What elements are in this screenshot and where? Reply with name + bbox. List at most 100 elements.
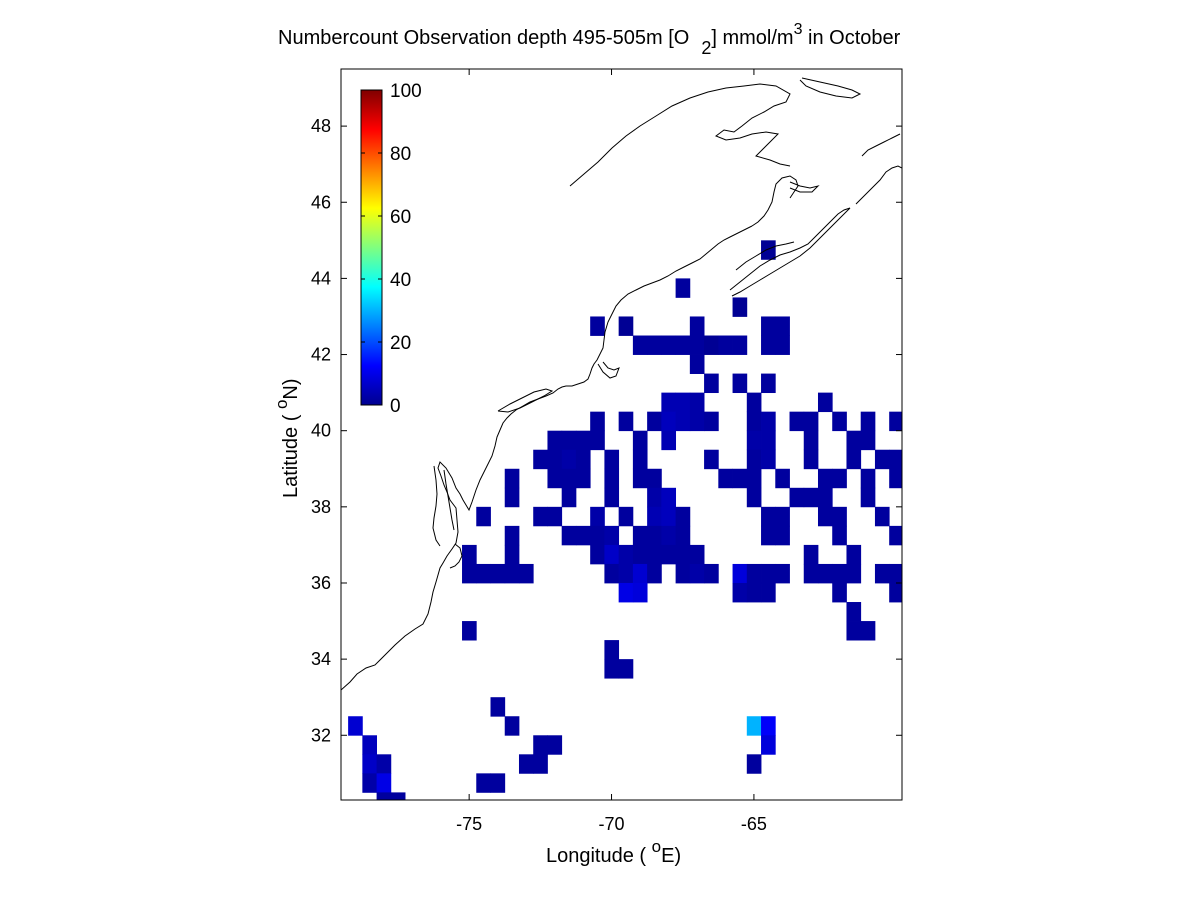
heatmap-cell (689, 411, 705, 432)
heatmap-cell (675, 525, 691, 546)
heatmap-cell (490, 563, 506, 584)
heatmap-cell (547, 735, 563, 755)
heatmap-cell (618, 411, 634, 432)
heatmap-cell (718, 335, 733, 355)
y-tick-label: 42 (311, 345, 331, 365)
heatmap-cell (860, 487, 876, 508)
coastline-newfoundland (861, 133, 901, 157)
y-tick-label: 32 (311, 725, 331, 745)
heatmap-cell (803, 544, 819, 565)
heatmap-cell (647, 525, 662, 546)
heatmap-cell (561, 449, 577, 470)
heatmap-cell (846, 563, 862, 584)
colorbar-tick-label: 40 (390, 270, 411, 291)
heatmap-cell (775, 468, 790, 489)
coastline-cape-cod (597, 361, 620, 379)
heatmap-cell (504, 544, 520, 565)
heatmap-cell (490, 773, 506, 793)
heatmap-cell (846, 621, 862, 641)
heatmap-cell (761, 240, 776, 260)
heatmap-cell (761, 525, 776, 546)
heatmap-cell (889, 411, 902, 432)
heatmap-cell (547, 468, 563, 489)
colorbar-tick-label: 60 (390, 207, 411, 228)
coastline-bay-of-fundy (735, 241, 795, 271)
x-tick-label: -70 (599, 814, 625, 834)
heatmap-cell (647, 411, 662, 432)
heatmap-cell (675, 544, 691, 565)
heatmap-cell (604, 487, 620, 508)
heatmap-cell (618, 582, 634, 603)
heatmap-cell (803, 487, 819, 508)
heatmap-cell (632, 449, 648, 470)
coastline-long-island (497, 388, 554, 413)
y-tick-label: 48 (311, 116, 331, 136)
heatmap-cell (561, 430, 577, 451)
heatmap-cell (732, 373, 748, 394)
heatmap-cell (575, 525, 591, 546)
heatmap-cell (561, 525, 577, 546)
heatmap-cell (575, 449, 591, 470)
heatmap-cell (561, 487, 577, 508)
heatmap-cell (604, 563, 620, 584)
heatmap-cell (746, 411, 762, 432)
y-axis-label-degree: o (272, 400, 291, 409)
heatmap-cell (761, 716, 776, 736)
heatmap-cell (832, 468, 847, 489)
heatmap-cell (761, 582, 776, 603)
y-tick-label: 46 (311, 192, 331, 212)
heatmap-cell (661, 392, 677, 413)
heatmap-cell (746, 487, 762, 508)
heatmap-cell (390, 792, 406, 800)
x-tick-label: -75 (456, 814, 482, 834)
coastline-hatteras (449, 543, 463, 569)
heatmap-cell (476, 773, 491, 793)
heatmap-cell (533, 506, 548, 527)
heatmap-cell (590, 506, 605, 527)
heatmap-cell (590, 411, 605, 432)
x-tick-label: -65 (741, 814, 767, 834)
colorbar-ticks: 0 20 40 60 80 100 (361, 81, 422, 417)
heatmap-cell (704, 335, 719, 355)
heatmap-cell (675, 335, 691, 355)
heatmap-cell (761, 735, 776, 755)
heatmap-cell (632, 335, 648, 355)
heatmap-cell (590, 525, 605, 546)
heatmap-cell (618, 506, 634, 527)
heatmap-cells (348, 240, 902, 800)
colorbar-gradient (360, 89, 383, 406)
title-subscript: 2 (701, 38, 711, 58)
heatmap-cell (632, 582, 648, 603)
heatmap-cell (761, 411, 776, 432)
heatmap-cell (874, 563, 890, 584)
heatmap-cell (604, 449, 620, 470)
heatmap-cell (661, 430, 677, 451)
heatmap-cell (889, 525, 902, 546)
heatmap-cell (518, 563, 534, 584)
heatmap-cell (376, 773, 392, 793)
heatmap-cell (647, 506, 662, 527)
heatmap-cell (675, 392, 691, 413)
heatmap-cell (675, 506, 691, 527)
heatmap-cell (533, 754, 548, 774)
heatmap-cell (362, 754, 377, 774)
heatmap-cell (803, 563, 819, 584)
y-tick-label: 40 (311, 421, 331, 441)
heatmap-cell (761, 563, 776, 584)
heatmap-cell (718, 468, 733, 489)
heatmap-cell (746, 449, 762, 470)
y-tick-label: 34 (311, 649, 331, 669)
heatmap-cell (533, 449, 548, 470)
heatmap-cell (590, 316, 605, 336)
heatmap-cell (632, 468, 648, 489)
heatmap-cell (647, 468, 662, 489)
heatmap-cell (632, 544, 648, 565)
heatmap-cell (832, 525, 847, 546)
heatmap-cell (761, 316, 776, 336)
heatmap-cell (604, 659, 620, 679)
heatmap-cell (803, 411, 819, 432)
heatmap-cell (632, 430, 648, 451)
heatmap-cell (746, 392, 762, 413)
heatmap-cell (732, 468, 748, 489)
colorbar-tick-label: 0 (390, 396, 401, 417)
